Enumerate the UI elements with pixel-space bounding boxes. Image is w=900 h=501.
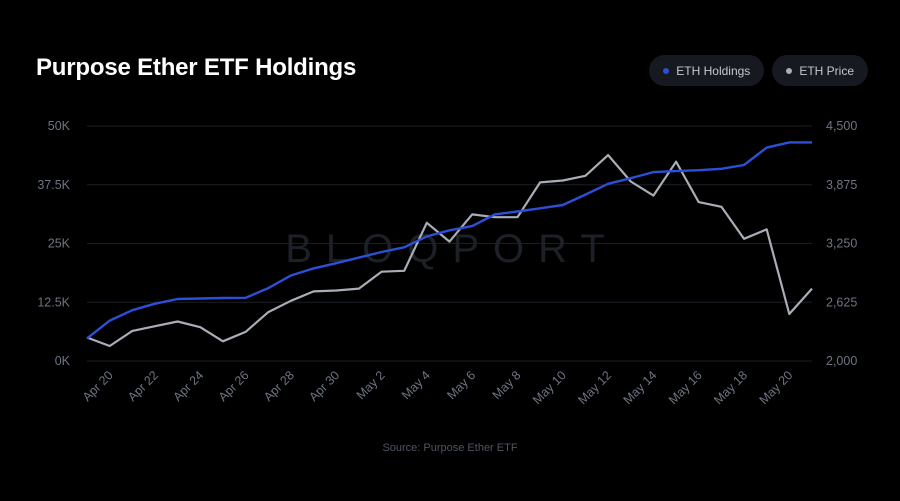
- gridlines: [87, 125, 812, 362]
- y-left-tick-label: 37.5K: [37, 178, 70, 192]
- chart-title: Purpose Ether ETF Holdings: [36, 54, 357, 81]
- y-left-tick-label: 50K: [48, 119, 71, 133]
- x-tick-label: May 6: [444, 368, 478, 402]
- y-right-tick-label: 3,250: [826, 237, 857, 251]
- y-right-tick-label: 2,000: [826, 354, 857, 368]
- x-tick-label: Apr 26: [216, 368, 252, 404]
- x-tick-label: May 8: [490, 368, 524, 402]
- legend-dot-holdings-icon: [663, 67, 670, 74]
- y-axis-left: 0K 12.5K 25K 37.5K 50K: [37, 119, 70, 368]
- x-tick-label: May 2: [354, 368, 388, 402]
- legend-item-eth-holdings[interactable]: ETH Holdings: [649, 55, 765, 86]
- x-tick-label: Apr 30: [306, 368, 342, 404]
- legend-label-eth-holdings: ETH Holdings: [676, 63, 751, 78]
- series-line-eth-holdings: [86, 141, 812, 340]
- legend-dot-price-icon: [786, 67, 793, 74]
- x-tick-label: Apr 28: [261, 368, 297, 404]
- y-left-tick-label: 25K: [48, 237, 71, 251]
- x-tick-label: May 16: [666, 368, 705, 407]
- series-line-eth-price: [86, 154, 813, 348]
- series-lines: [86, 141, 813, 348]
- y-left-tick-label: 0K: [55, 354, 71, 368]
- y-right-tick-label: 2,625: [826, 295, 857, 309]
- x-tick-label: May 18: [711, 368, 750, 407]
- x-tick-label: May 10: [530, 368, 569, 407]
- x-axis: Apr 20 Apr 22 Apr 24 Apr 26 Apr 28 Apr 30 May …: [80, 368, 796, 407]
- legend-item-eth-price[interactable]: ETH Price: [772, 55, 868, 86]
- legend: ETH Holdings ETH Price: [649, 55, 868, 86]
- legend-label-eth-price: ETH Price: [799, 63, 854, 78]
- y-left-tick-label: 12.5K: [37, 295, 70, 309]
- x-tick-label: May 20: [757, 368, 796, 407]
- x-tick-label: Apr 24: [170, 368, 206, 404]
- y-right-tick-label: 3,875: [826, 178, 857, 192]
- x-tick-label: May 12: [575, 368, 614, 407]
- x-tick-label: Apr 22: [125, 368, 161, 404]
- x-tick-label: May 4: [399, 368, 433, 402]
- x-tick-label: Apr 20: [80, 368, 116, 404]
- y-right-tick-label: 4,500: [826, 119, 857, 133]
- source-note: Source: Purpose Ether ETF: [382, 442, 518, 454]
- y-axis-right: 2,000 2,625 3,250 3,875 4,500: [826, 119, 857, 368]
- x-tick-label: May 14: [621, 368, 660, 407]
